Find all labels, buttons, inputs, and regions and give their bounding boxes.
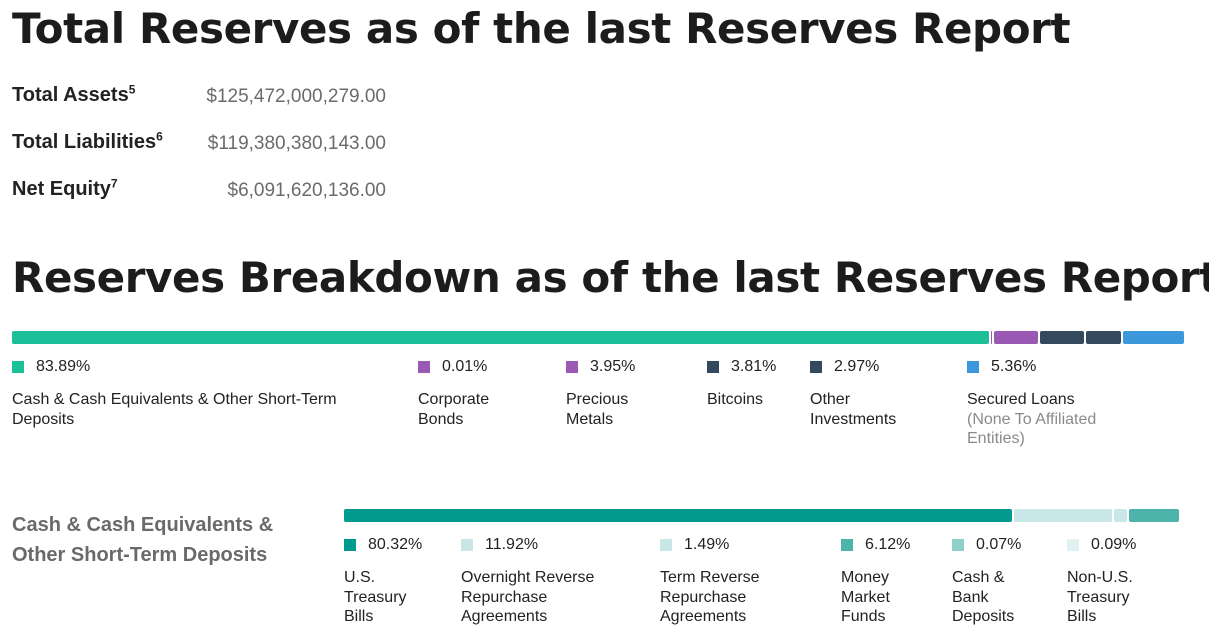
legend-label: U.S. Treasury Bills: [344, 569, 407, 625]
total-assets-value: $125,472,000,279.00: [206, 86, 386, 107]
legend-pct: 80.32%: [368, 536, 423, 553]
reserves-breakdown-bar: [12, 331, 1186, 344]
total-assets-label: Total Assets5: [12, 82, 136, 106]
total-liabilities-row: Total Liabilities6 $119,380,380,143.00: [12, 127, 392, 174]
legend-pct: 0.01%: [442, 358, 488, 375]
legend-pct: 0.09%: [1091, 536, 1137, 553]
net-equity-row: Net Equity7 $6,091,620,136.00: [12, 174, 392, 221]
legend-label: Overnight Reverse Repurchase Agreements: [461, 569, 595, 625]
reserves-summary: Total Assets5 $125,472,000,279.00 Total …: [12, 80, 392, 221]
footnote-ref[interactable]: 5: [128, 82, 136, 97]
bar-segment-money-market-funds[interactable]: [1129, 509, 1179, 522]
legend-pct: 1.49%: [684, 536, 730, 553]
legend-swatch: [660, 539, 672, 551]
legend-pct: 83.89%: [36, 358, 91, 375]
legend-label: Secured Loans: [967, 391, 1075, 408]
legend-pct: 0.07%: [976, 536, 1022, 553]
legend-swatch: [707, 361, 719, 373]
legend-label: Cash & Bank Deposits: [952, 569, 1015, 625]
footnote-ref[interactable]: 6: [156, 129, 163, 144]
footnote-ref[interactable]: 7: [110, 176, 118, 191]
page-title: Total Reserves as of the last Reserves R…: [12, 4, 1071, 53]
legend-item-cash-bank-deposits[interactable]: 0.07% Cash & Bank Deposits: [952, 536, 1032, 627]
legend-sublabel: (None To Affiliated Entities): [967, 410, 1097, 448]
legend-swatch: [810, 361, 822, 373]
legend-pct: 5.36%: [991, 358, 1037, 375]
legend-pct: 3.81%: [731, 358, 777, 375]
legend-label: Cash & Cash Equivalents & Other Short-Te…: [12, 391, 337, 428]
bar-segment-corporate-bonds[interactable]: [991, 331, 992, 344]
total-liabilities-value: $119,380,380,143.00: [207, 133, 386, 154]
legend-label: Other Investments: [810, 391, 897, 428]
legend-label: Non-U.S. Treasury Bills: [1067, 569, 1133, 625]
legend-label: Corporate Bonds: [418, 391, 490, 428]
legend-label: Term Reverse Repurchase Agreements: [660, 569, 760, 625]
legend-item-us-treasury-bills[interactable]: 80.32% U.S. Treasury Bills: [344, 536, 434, 627]
legend-swatch: [1067, 539, 1079, 551]
legend-pct: 2.97%: [834, 358, 880, 375]
bar-segment-secured-loans[interactable]: [1123, 331, 1184, 344]
net-equity-label: Net Equity7: [12, 176, 118, 200]
bar-segment-term-reverse-repo[interactable]: [1114, 509, 1127, 522]
legend-swatch: [12, 361, 24, 373]
legend-label: Money Market Funds: [841, 569, 890, 625]
legend-item-bitcoins[interactable]: 3.81% Bitcoins: [707, 358, 797, 410]
bar-segment-cash[interactable]: [12, 331, 989, 344]
legend-swatch: [461, 539, 473, 551]
bar-segment-us-treasury-bills[interactable]: [344, 509, 1012, 522]
legend-pct: 11.92%: [485, 536, 539, 553]
bar-segment-precious-metals[interactable]: [994, 331, 1038, 344]
cash-section-label: Cash & Cash Equivalents & Other Short-Te…: [12, 514, 274, 566]
legend-item-money-market-funds[interactable]: 6.12% Money Market Funds: [841, 536, 931, 627]
legend-item-other-investments[interactable]: 2.97% Other Investments: [810, 358, 920, 429]
legend-swatch: [418, 361, 430, 373]
legend-pct: 3.95%: [590, 358, 636, 375]
legend-pct: 6.12%: [865, 536, 911, 553]
breakdown-title: Reserves Breakdown as of the last Reserv…: [12, 253, 1209, 302]
legend-swatch: [952, 539, 964, 551]
total-assets-row: Total Assets5 $125,472,000,279.00: [12, 80, 392, 127]
legend-swatch: [566, 361, 578, 373]
legend-item-corporate-bonds[interactable]: 0.01% Corporate Bonds: [418, 358, 518, 429]
legend-item-non-us-treasury-bills[interactable]: 0.09% Non-U.S. Treasury Bills: [1067, 536, 1157, 627]
legend-swatch: [967, 361, 979, 373]
legend-swatch: [344, 539, 356, 551]
legend-item-secured-loans[interactable]: 5.36% Secured Loans (None To Affiliated …: [967, 358, 1137, 449]
legend-label: Precious Metals: [566, 391, 629, 428]
legend-item-cash[interactable]: 83.89% Cash & Cash Equivalents & Other S…: [12, 358, 392, 429]
bar-segment-other-investments[interactable]: [1086, 331, 1121, 344]
legend-item-precious-metals[interactable]: 3.95% Precious Metals: [566, 358, 656, 429]
legend-item-overnight-reverse-repo[interactable]: 11.92% Overnight Reverse Repurchase Agre…: [461, 536, 621, 627]
total-liabilities-label: Total Liabilities6: [12, 129, 163, 153]
cash-breakdown-bar: [344, 509, 1181, 522]
legend-item-term-reverse-repo[interactable]: 1.49% Term Reverse Repurchase Agreements: [660, 536, 810, 627]
bar-segment-bitcoins[interactable]: [1040, 331, 1084, 344]
net-equity-value: $6,091,620,136.00: [227, 180, 387, 201]
bar-segment-overnight-reverse-repo[interactable]: [1014, 509, 1112, 522]
legend-label: Bitcoins: [707, 391, 764, 408]
legend-swatch: [841, 539, 853, 551]
